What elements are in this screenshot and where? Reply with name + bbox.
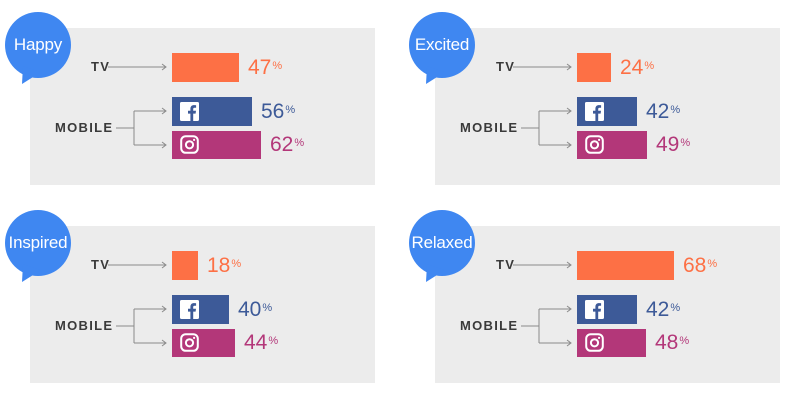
mobile-label-excited: MOBILE [460,120,519,135]
value-label-facebook-relaxed: 42% [646,297,681,321]
value-number: 47 [248,55,272,79]
percent-sign: % [268,335,279,347]
facebook-logo-icon [180,102,199,121]
tv-label-inspired: TV [91,257,111,272]
value-number: 49 [656,133,680,156]
instagram-logo-icon [180,135,199,154]
percent-sign: % [670,301,681,314]
value-number: 44 [244,331,268,354]
value-label-tv-relaxed: 68% [683,253,718,277]
speech-bubble-icon: Happy [5,12,71,84]
chart-title-inspired: Inspired [8,233,68,252]
mobile-label-happy: MOBILE [55,120,114,135]
value-label-tv-happy: 47% [248,55,283,79]
instagram-logo-icon [180,333,199,352]
value-label-instagram-happy: 62% [270,134,304,156]
mobile-label-relaxed: MOBILE [460,318,519,333]
tv-label-relaxed: TV [496,257,516,272]
value-number: 62 [270,133,294,156]
instagram-logo-icon [585,333,604,352]
percent-sign: % [670,103,681,116]
value-label-instagram-inspired: 44% [244,332,278,354]
percent-sign: % [272,59,283,72]
bar-tv-happy [172,53,239,82]
value-number: 68 [683,253,707,277]
bar-tv-relaxed [577,251,674,280]
percent-sign: % [680,137,691,149]
value-label-instagram-excited: 49% [656,134,690,156]
tv-label-excited: TV [496,59,516,74]
speech-bubble-icon: Inspired [5,210,71,282]
percent-sign: % [231,257,242,270]
value-number: 48 [655,331,679,354]
chart-title-happy: Happy [13,35,63,54]
instagram-logo-icon [585,135,604,154]
facebook-logo-icon [585,102,604,121]
value-label-facebook-happy: 56% [261,99,296,123]
percent-sign: % [262,301,273,314]
speech-bubble-icon: Relaxed [409,210,475,282]
bar-instagram-inspired [172,329,235,357]
percent-sign: % [707,257,718,270]
value-number: 24 [620,55,644,79]
chart-title-excited: Excited [414,35,470,54]
percent-sign: % [294,137,305,149]
facebook-logo-icon [180,300,199,319]
value-number: 42 [646,99,670,123]
value-label-facebook-excited: 42% [646,99,681,123]
tv-label-happy: TV [91,59,111,74]
value-label-instagram-relaxed: 48% [655,332,689,354]
percent-sign: % [679,335,690,347]
chart-title-relaxed: Relaxed [411,233,473,252]
facebook-logo-icon [585,300,604,319]
bar-tv-excited [577,53,611,82]
percent-sign: % [644,59,655,72]
value-label-tv-inspired: 18% [207,253,242,277]
value-label-facebook-inspired: 40% [238,297,273,321]
value-number: 40 [238,297,262,321]
value-number: 56 [261,99,285,123]
value-label-tv-excited: 24% [620,55,655,79]
percent-sign: % [285,103,296,116]
bar-tv-inspired [172,251,198,280]
speech-bubble-icon: Excited [409,12,475,84]
value-number: 42 [646,297,670,321]
value-number: 18 [207,253,231,277]
mobile-label-inspired: MOBILE [55,318,114,333]
